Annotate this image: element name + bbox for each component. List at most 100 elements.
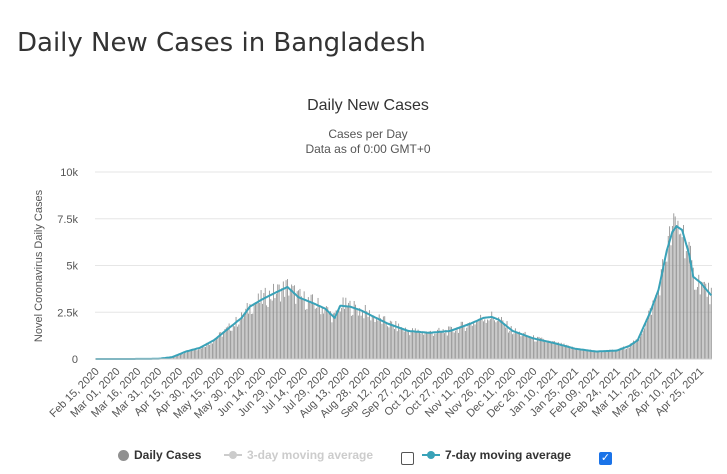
daily-case-bar [310,294,312,359]
daily-case-bar [232,324,234,359]
daily-case-bar [702,282,704,359]
daily-case-bar [608,350,609,359]
daily-case-bar [432,335,434,359]
daily-case-bar [674,216,676,359]
daily-case-bar [266,305,268,359]
daily-case-bar [444,333,445,359]
daily-case-bar [428,331,430,359]
daily-case-bar [531,336,533,359]
daily-case-bar [488,320,490,359]
daily-case-bar [241,312,243,359]
daily-case-bar [423,334,425,359]
legend-7day-average[interactable]: 7-day moving average [422,448,571,462]
daily-case-bar [641,333,643,359]
legend-daily-cases[interactable]: Daily Cases [118,448,201,462]
chart-title: Daily New Cases [307,97,429,114]
daily-case-bar [325,306,327,359]
daily-case-bar [552,341,554,359]
daily-case-bar [413,332,415,359]
daily-case-bar [419,332,420,359]
daily-case-bar [399,329,401,359]
daily-case-bar [277,284,279,359]
daily-case-bar [452,331,454,359]
daily-case-bar [242,318,244,359]
daily-case-bar [549,340,551,359]
daily-case-bar [364,304,366,359]
daily-case-bar [683,225,684,359]
daily-case-bar [457,332,459,359]
daily-case-bar [648,310,650,359]
daily-case-bar [528,337,530,359]
daily-case-bar [478,320,480,359]
daily-case-bar [203,346,205,359]
daily-case-bar [260,290,262,359]
daily-case-bar [363,318,365,359]
daily-case-bar [334,312,336,359]
daily-case-bar [262,303,263,359]
daily-case-bar [580,348,582,359]
daily-case-bar [665,261,666,359]
daily-case-bar [456,327,458,359]
daily-case-bar [688,241,690,359]
daily-case-bar [573,348,575,359]
daily-case-bar [409,335,411,359]
daily-case-bar [698,274,700,359]
daily-case-bar [356,309,358,359]
daily-case-bar [221,336,223,359]
daily-case-bar [427,333,429,359]
daily-case-bar [510,326,512,359]
daily-case-bar [684,258,686,359]
daily-case-bar [467,323,469,359]
daily-case-bar [300,296,302,359]
daily-case-bar [303,291,305,359]
daily-case-bar [616,349,618,359]
daily-case-bar [430,330,432,359]
daily-case-bar [703,281,705,359]
daily-case-bar [317,297,319,359]
daily-case-bar [377,320,379,359]
daily-case-bar [245,308,247,359]
daily-case-bar [206,342,208,359]
daily-case-bar [380,318,382,359]
daily-case-bar [355,304,356,359]
three-day-line-icon [224,451,242,459]
daily-case-bar [248,313,249,359]
daily-case-bar [220,332,222,359]
daily-case-bar [271,300,273,359]
daily-case-bar [545,340,547,359]
daily-case-bar [267,306,269,359]
daily-case-bar [595,351,597,359]
legend-3day-average[interactable]: 3-day moving average [224,448,373,462]
daily-case-bar [623,346,625,359]
daily-case-bar [659,295,661,359]
daily-case-bar [581,349,583,359]
daily-case-bar [243,313,245,359]
daily-case-bar [253,304,255,359]
daily-case-bar [344,308,345,359]
daily-case-bar [669,226,671,359]
daily-case-bar [392,324,394,359]
daily-case-bar [360,315,362,359]
seven-day-line-icon [422,451,440,459]
daily-case-bar [502,320,504,359]
seven-day-checkbox[interactable]: ✓ [599,452,612,465]
daily-case-bar [298,290,300,359]
daily-case-bar [558,342,559,359]
daily-case-bar [280,301,281,359]
daily-case-bar [439,331,441,359]
daily-case-bar [559,345,561,359]
daily-case-bar [213,341,215,359]
daily-case-bar [603,351,605,359]
y-tick-label: 2.5k [57,307,78,319]
daily-case-bar [605,352,607,359]
daily-case-bar [676,225,677,359]
daily-case-bar [535,341,537,359]
daily-case-bar [367,316,369,359]
daily-case-bar [464,330,466,359]
three-day-checkbox[interactable] [401,452,414,465]
daily-case-bar [473,321,475,359]
daily-case-bar [662,259,664,359]
daily-case-bar [353,301,355,359]
daily-case-bar [551,341,552,359]
